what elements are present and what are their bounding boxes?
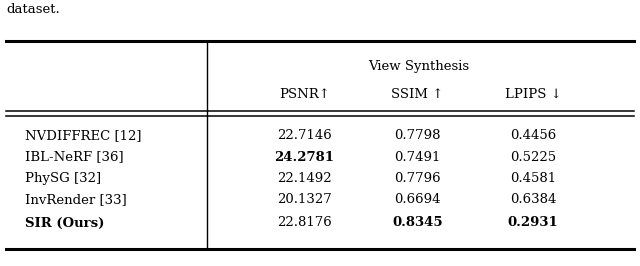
- Text: LPIPS ↓: LPIPS ↓: [505, 88, 562, 101]
- Text: dataset.: dataset.: [6, 3, 60, 16]
- Text: 0.8345: 0.8345: [392, 217, 442, 230]
- Text: 0.6384: 0.6384: [510, 193, 556, 206]
- Text: 0.5225: 0.5225: [510, 151, 556, 164]
- Text: SIR (Ours): SIR (Ours): [25, 217, 104, 230]
- Text: IBL-NeRF [36]: IBL-NeRF [36]: [25, 151, 124, 164]
- Text: InvRender [33]: InvRender [33]: [25, 193, 127, 206]
- Text: 0.7798: 0.7798: [394, 129, 440, 142]
- Text: 22.7146: 22.7146: [277, 129, 332, 142]
- Text: 0.4581: 0.4581: [510, 172, 556, 185]
- Text: 22.1492: 22.1492: [277, 172, 332, 185]
- Text: PSNR↑: PSNR↑: [279, 88, 330, 101]
- Text: 0.7796: 0.7796: [394, 172, 440, 185]
- Text: 0.4456: 0.4456: [510, 129, 556, 142]
- Text: 20.1327: 20.1327: [277, 193, 332, 206]
- Text: NVDIFFREC [12]: NVDIFFREC [12]: [25, 129, 141, 142]
- Text: 24.2781: 24.2781: [275, 151, 334, 164]
- Text: 0.7491: 0.7491: [394, 151, 440, 164]
- Text: 0.2931: 0.2931: [508, 217, 559, 230]
- Text: 22.8176: 22.8176: [277, 217, 332, 230]
- Text: SSIM ↑: SSIM ↑: [391, 88, 444, 101]
- Text: PhySG [32]: PhySG [32]: [25, 172, 101, 185]
- Text: View Synthesis: View Synthesis: [368, 60, 469, 73]
- Text: 0.6694: 0.6694: [394, 193, 440, 206]
